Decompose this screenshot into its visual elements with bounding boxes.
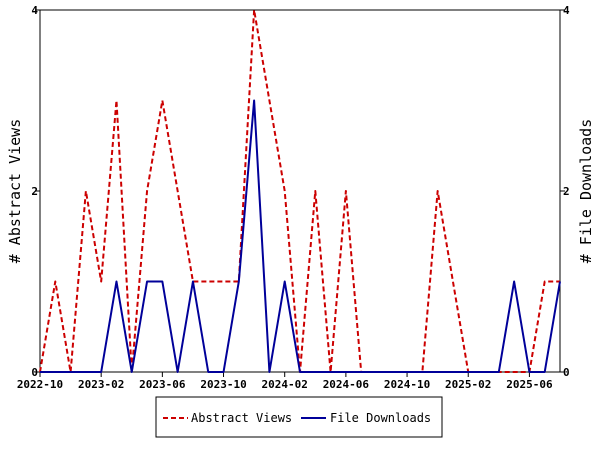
y-axis-right-title: # File Downloads: [577, 119, 595, 264]
y-tick-label-right: 4: [563, 4, 570, 17]
y-tick-label-left: 0: [31, 366, 38, 379]
y-tick-label-left: 2: [31, 185, 38, 198]
tick-labels-group: 0 0 2 2 4 4 2022-10 2023-02 2023-06 2023-10 2024-0…: [17, 4, 570, 391]
series-line-file-downloads: [40, 99, 561, 373]
series-group: [39, 9, 561, 373]
x-tick-label: 2025-02: [445, 378, 491, 391]
y-tick-label-right: 2: [563, 185, 570, 198]
plot-frame: [39, 9, 561, 373]
legend-label: File Downloads: [330, 411, 431, 425]
x-tick-label: 2024-06: [323, 378, 370, 391]
series-line-abstract-views: [39, 9, 560, 373]
y-axis-left-title: # Abstract Views: [6, 119, 24, 264]
x-tick-label: 2023-02: [78, 378, 124, 391]
x-tick-label: 2024-02: [262, 378, 308, 391]
y-tick-label-right: 0: [563, 366, 570, 379]
x-tick-label: 2023-10: [200, 378, 246, 391]
legend: Abstract Views File Downloads: [155, 396, 443, 438]
y-tick-label-left: 4: [31, 4, 38, 17]
x-tick-label: 2022-10: [17, 378, 63, 391]
x-tick-label: 2025-06: [506, 378, 553, 391]
legend-box: [155, 396, 443, 438]
x-tick-label: 2023-06: [139, 378, 186, 391]
legend-label: Abstract Views: [191, 411, 292, 425]
x-tick-label: 2024-10: [384, 378, 430, 391]
axes-group: [35, 9, 565, 377]
